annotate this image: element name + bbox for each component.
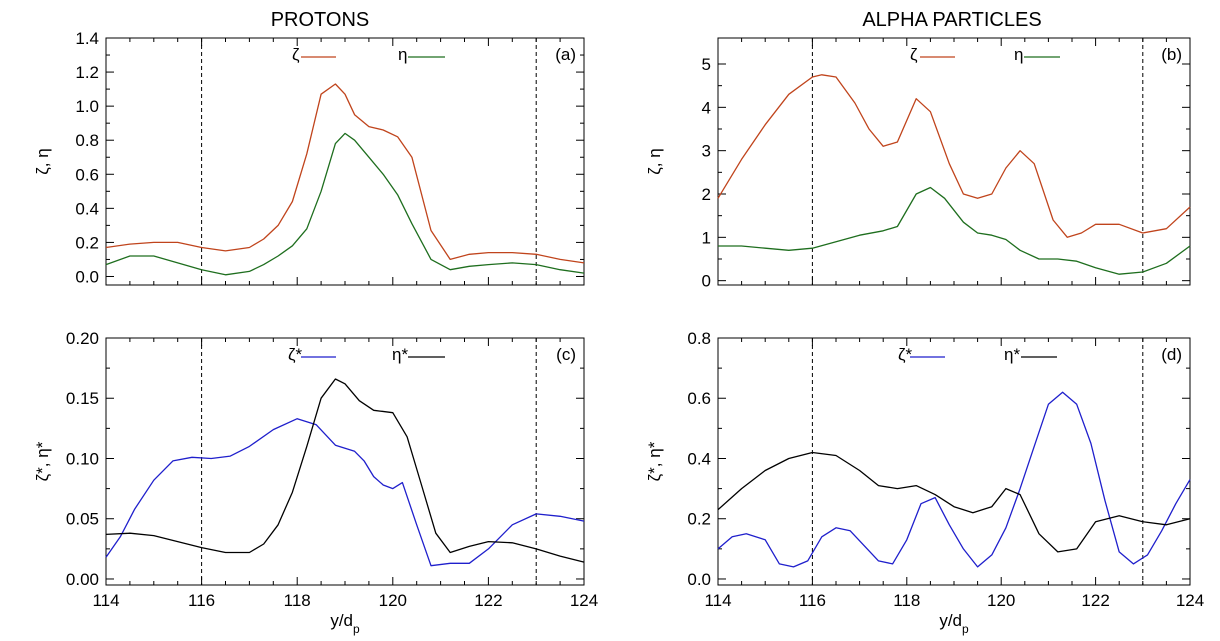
series-line: [105, 378, 585, 563]
y-tick-label: 0: [702, 272, 711, 291]
plot-frame: [105, 37, 585, 286]
x-tick-label: 124: [1176, 591, 1204, 610]
y-tick-label: 5: [702, 55, 711, 74]
y-tick-label: 0.15: [66, 389, 99, 408]
legend-entry: η*: [1004, 345, 1057, 364]
series-line: [718, 186, 1191, 275]
y-tick-label: 0.6: [687, 389, 711, 408]
legend-label: η*: [392, 345, 408, 364]
y-axis-label: ζ*, η*: [33, 441, 52, 481]
series-line: [105, 83, 585, 264]
y-tick-label: 0.8: [75, 131, 99, 150]
panel-tag: (d): [1161, 345, 1182, 364]
y-tick-label: 0.2: [687, 510, 711, 529]
series-line: [105, 418, 585, 567]
legend-entry: η: [398, 45, 445, 64]
y-axis-label: ζ, η: [645, 148, 664, 174]
series-line: [105, 132, 585, 276]
x-tick-label: 116: [799, 591, 826, 610]
y-tick-label: 0.20: [66, 329, 99, 348]
y-tick-label: 0.0: [75, 267, 99, 286]
panels-group: 0.0 0.2 0.4 0.6 0.8 1.0 1.2 1.4 ζ, η (a) ζ η 0 1 2 3 4 5 ζ…: [33, 29, 1204, 636]
y-tick-label: 4: [702, 98, 711, 117]
column-title-protons: PROTONS: [271, 9, 370, 31]
legend-label: η: [1014, 45, 1023, 64]
y-tick-label: 0.00: [66, 570, 99, 589]
panel-tag: (a): [555, 45, 576, 64]
y-tick-label: 0.6: [75, 165, 99, 184]
y-tick-label: 0.4: [75, 199, 99, 218]
x-tick-label: 118: [284, 591, 311, 610]
legend-label: ζ: [292, 45, 300, 64]
y-tick-label: 1: [702, 228, 711, 247]
x-tick-label: 122: [1081, 591, 1109, 610]
y-tick-label: 0.2: [75, 233, 99, 252]
x-tick-label: 118: [893, 591, 920, 610]
x-tick-label: 124: [570, 591, 598, 610]
y-tick-label: 0.8: [687, 329, 711, 348]
legend-label: ζ*: [898, 345, 912, 364]
y-tick-label: 1.4: [75, 29, 99, 48]
y-tick-label: 2: [702, 185, 711, 204]
legend-label: η: [398, 45, 407, 64]
panel-c: 114 116 118 120 122 124 0.00 0.05 0.10 0.15 0.20 ζ*…: [33, 329, 598, 636]
legend-entry: η*: [392, 345, 445, 364]
legend-label: ζ*: [288, 345, 302, 364]
x-tick-label: 120: [987, 591, 1015, 610]
x-axis-label: y/dp: [330, 611, 360, 636]
y-axis-label: ζ*, η*: [645, 441, 664, 481]
plot-frame: [717, 37, 1191, 286]
y-tick-label: 1.2: [75, 63, 99, 82]
panel-tag: (c): [556, 345, 576, 364]
y-tick-label: 0.10: [66, 449, 99, 468]
x-axis-label: y/dp: [939, 611, 969, 636]
plot-frame: [717, 337, 1191, 586]
legend-entry: ζ: [292, 45, 336, 64]
x-tick-label: 122: [474, 591, 502, 610]
panel-b: 0 1 2 3 4 5 ζ, η (b) ζ η: [645, 37, 1191, 291]
legend-entry: ζ*: [288, 345, 336, 364]
legend-entry: η: [1014, 45, 1060, 64]
legend-label: ζ: [910, 45, 918, 64]
x-tick-label: 120: [379, 591, 407, 610]
series-line: [717, 74, 1191, 238]
column-title-alpha-particles: ALPHA PARTICLES: [862, 9, 1041, 31]
x-tick-label: 116: [188, 591, 215, 610]
y-tick-label: 0.0: [687, 570, 711, 589]
plot-frame: [105, 337, 585, 586]
y-axis-label: ζ, η: [33, 148, 52, 174]
series-line: [717, 391, 1191, 568]
y-tick-label: 0.4: [687, 449, 711, 468]
legend-entry: ζ*: [898, 345, 945, 364]
y-tick-label: 0.05: [66, 510, 99, 529]
panel-d: 114 116 118 120 122 124 0.0 0.2 0.4 0.6 0.8 ζ*, η* y…: [645, 329, 1204, 636]
panel-a: 0.0 0.2 0.4 0.6 0.8 1.0 1.2 1.4 ζ, η (a) ζ η: [33, 29, 585, 286]
y-tick-label: 3: [702, 142, 711, 161]
legend-entry: ζ: [910, 45, 955, 64]
legend-label: η*: [1004, 345, 1020, 364]
y-tick-label: 1.0: [75, 97, 99, 116]
x-tick-label: 114: [704, 591, 731, 610]
panel-tag: (b): [1161, 45, 1182, 64]
x-tick-label: 114: [92, 591, 119, 610]
series-line: [717, 451, 1191, 553]
